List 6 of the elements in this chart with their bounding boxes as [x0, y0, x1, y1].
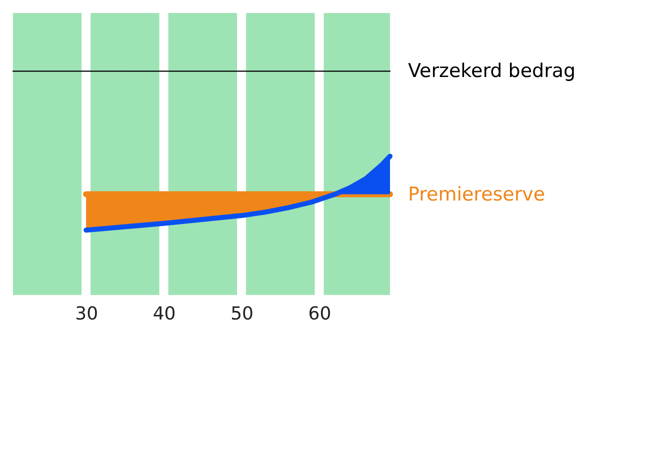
x-tick-label: 40 [152, 304, 176, 324]
series-label: Premiereserve [408, 183, 546, 206]
x-tick-label: 50 [230, 304, 254, 324]
series-label: Verzekerd bedrag [408, 60, 576, 82]
x-tick-label: 30 [75, 304, 98, 324]
x-tick-label: 60 [308, 304, 332, 324]
